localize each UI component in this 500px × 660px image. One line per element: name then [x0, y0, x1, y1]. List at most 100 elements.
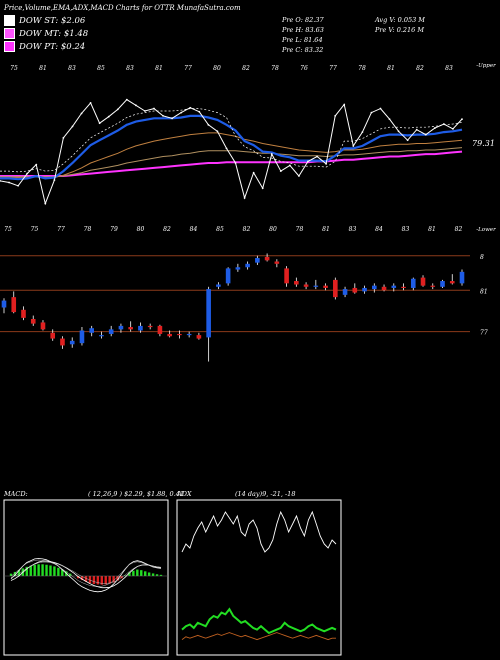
macd-hist-bar — [53, 566, 56, 576]
macd-hist-bar — [49, 565, 52, 576]
legend-dow-pt: DOW PT: $0.24 — [4, 41, 85, 52]
candle-body — [196, 335, 202, 339]
ema-long-line — [0, 150, 463, 177]
candle-body — [313, 285, 319, 287]
price-bottom-label: 83 — [402, 226, 410, 233]
legend-dow-mt: DOW MT: $1.48 — [4, 28, 88, 39]
adx-params: (14 day)9, -21, -18 — [235, 490, 295, 498]
macd-hist-bar — [17, 570, 21, 576]
candle-body — [186, 333, 192, 336]
macd-line-shadow — [10, 559, 162, 587]
price-point — [171, 117, 174, 120]
chart-title: Price,Volume,EMA,ADX,MACD Charts for OTT… — [4, 4, 241, 12]
price-point — [162, 114, 164, 117]
macd-params: ( 12,26,9 ) $2.29, $1.88, 0.41 — [88, 490, 184, 498]
macd-hist-bar — [144, 571, 147, 576]
price-point — [234, 162, 237, 164]
macd-hist-bar — [13, 571, 17, 576]
candle-body — [11, 297, 17, 313]
price-top-label: 83 — [68, 65, 76, 72]
candle-body — [294, 281, 299, 285]
macd-hist-bar — [100, 576, 103, 585]
price-point — [243, 197, 246, 199]
price-point — [35, 163, 38, 166]
candle-body — [420, 277, 426, 286]
macd-line — [10, 558, 162, 593]
price-point — [388, 118, 391, 121]
macd-hist-bar — [29, 565, 32, 576]
candle-body — [21, 309, 26, 318]
ema-dotted-line — [0, 108, 463, 173]
price-top-label: 80 — [213, 65, 221, 72]
price-point — [361, 131, 364, 134]
candle-body — [50, 332, 56, 339]
price-bottom-label: 77 — [57, 226, 65, 233]
adx-minus-di-line — [181, 632, 336, 641]
candle-body — [108, 329, 114, 334]
candle-body — [99, 335, 104, 337]
candle-body — [216, 284, 221, 287]
macd-hist-bar — [136, 569, 139, 576]
stat-avg-volume: Avg V: 0.053 M — [375, 16, 425, 24]
macd-title: MACD: — [3, 490, 28, 498]
candle-body — [40, 322, 46, 330]
price-point — [0, 179, 1, 182]
ema-slow-line — [0, 147, 463, 178]
price-point — [225, 147, 228, 150]
price-point — [116, 108, 119, 111]
price-top-label: 81 — [155, 65, 163, 72]
price-top-label: 82 — [242, 65, 250, 72]
legend-label-mt: DOW MT: $1.48 — [19, 28, 89, 39]
price-point — [370, 111, 373, 114]
price-point — [98, 122, 101, 125]
macd-hist-bar — [9, 573, 13, 576]
price-point — [379, 107, 382, 110]
price-point — [44, 202, 47, 205]
macd-hist-bar — [116, 576, 119, 581]
price-bottom-label: 84 — [190, 226, 198, 233]
macd-hist-bar — [104, 576, 107, 585]
macd-hist-bar — [159, 574, 163, 576]
price-point — [452, 127, 454, 130]
adx-line — [181, 510, 337, 553]
price-point — [53, 179, 56, 181]
price-point — [316, 155, 318, 158]
macd-hist-bar — [108, 576, 111, 584]
price-point — [216, 130, 219, 133]
price-top-label: 85 — [97, 65, 105, 72]
adx-title: ADX — [176, 490, 192, 498]
price-point — [279, 170, 282, 173]
legend-swatch-st — [4, 15, 15, 26]
price-point — [334, 114, 337, 117]
candle-body — [128, 327, 133, 330]
macd-hist-bar — [84, 576, 88, 582]
price-top-label: 77 — [184, 65, 192, 72]
macd-hist-bar — [132, 570, 135, 576]
level-label: 77 — [480, 330, 488, 337]
candle-body — [371, 285, 377, 290]
candle-body — [235, 267, 241, 270]
price-point — [288, 164, 291, 167]
price-point — [71, 125, 74, 128]
candle-body — [459, 271, 465, 284]
price-point — [17, 184, 20, 187]
legend-dow-st: DOW ST: $2.06 — [4, 15, 85, 26]
price-bottom-label: 82 — [455, 226, 463, 233]
macd-hist-bar — [41, 564, 44, 576]
price-top-label: 78 — [271, 65, 279, 72]
candle-body — [245, 263, 250, 268]
price-point — [270, 153, 273, 155]
macd-hist-bar — [112, 576, 115, 583]
candle-body — [342, 289, 348, 295]
macd-hist-bar — [88, 576, 92, 584]
candle-body — [118, 325, 124, 330]
candle-body — [430, 285, 436, 287]
ema-mid-line — [0, 132, 463, 179]
candle-body — [157, 325, 163, 334]
stat-pre-close: Pre C: 83.32 — [282, 46, 324, 54]
macd-hist-bar — [124, 575, 127, 576]
price-top-label: 78 — [358, 65, 366, 72]
macd-hist-bar — [92, 576, 96, 584]
price-bottom-label: 83 — [349, 226, 357, 233]
candle-body — [401, 286, 406, 288]
